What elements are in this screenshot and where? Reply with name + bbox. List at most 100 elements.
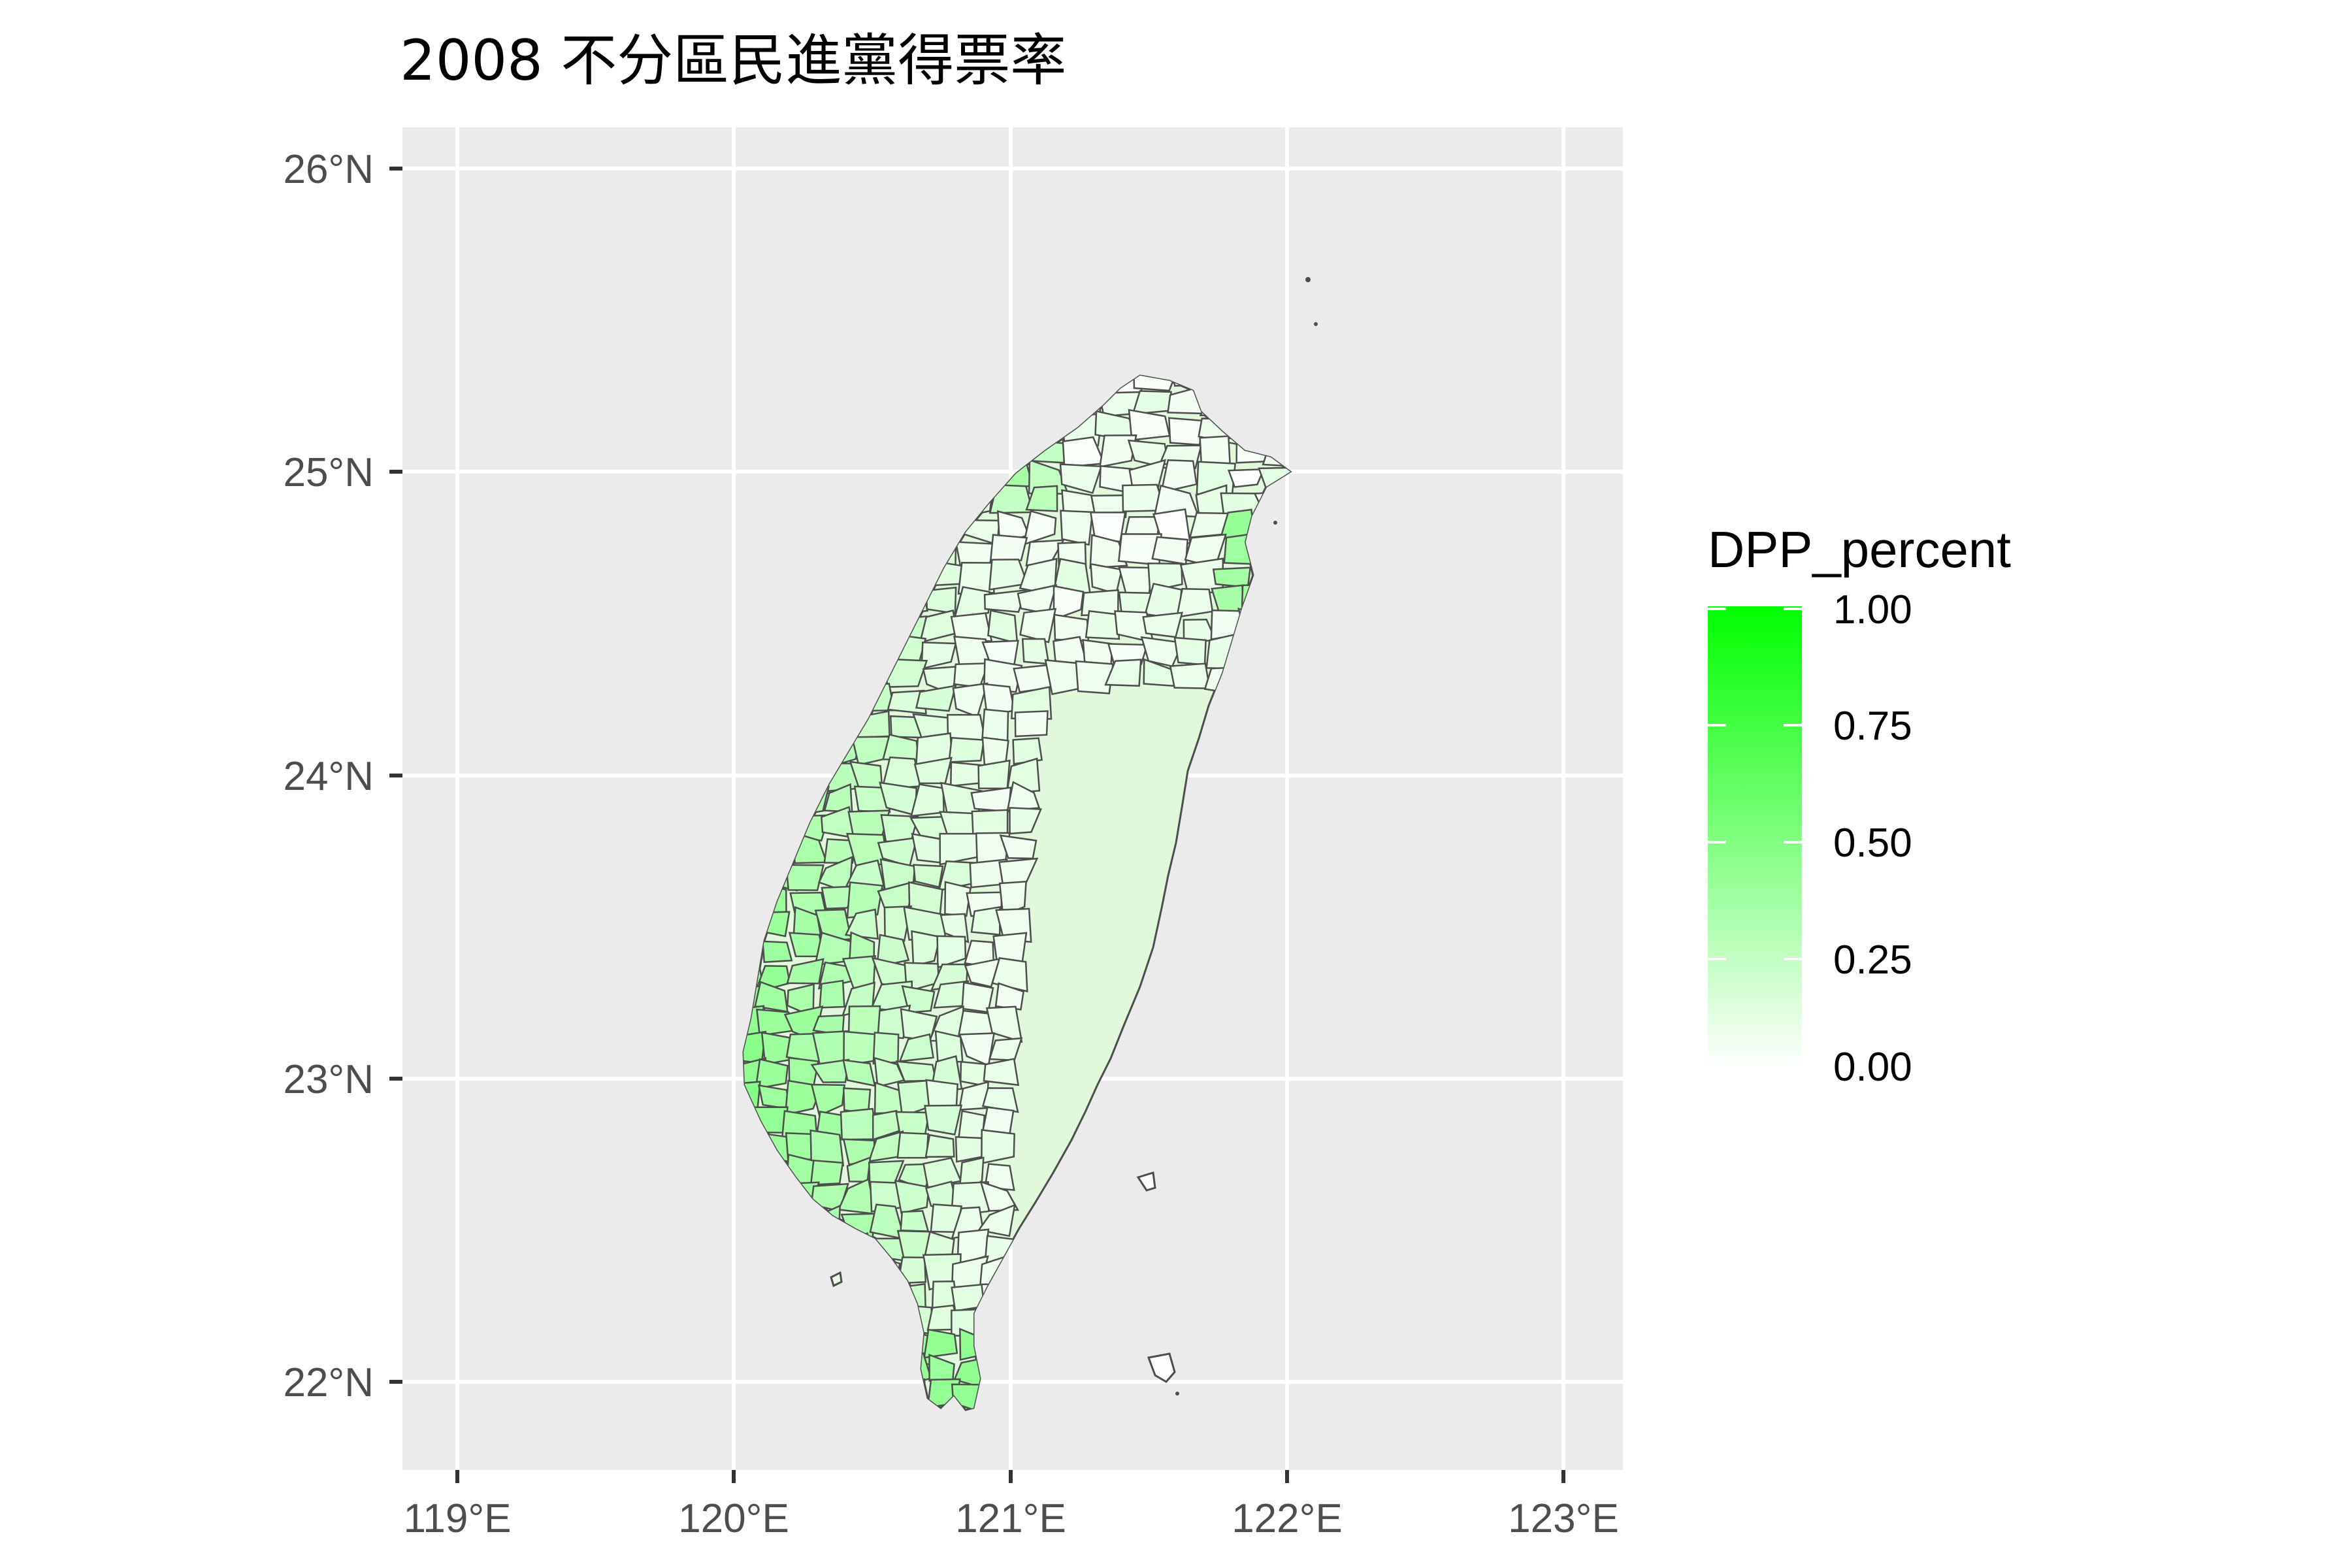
district-region <box>1014 710 1049 738</box>
island-pengjia <box>1305 277 1311 282</box>
district-region <box>1132 390 1172 416</box>
district-region <box>985 1005 1023 1043</box>
island-keelung <box>1273 521 1277 525</box>
district-region <box>1099 434 1137 468</box>
district-region <box>1151 536 1189 565</box>
district-region <box>785 864 825 891</box>
district-region <box>840 1107 878 1141</box>
y-tick-label-25: 25°N <box>283 450 374 495</box>
island-penghu <box>830 1271 843 1288</box>
y-tick-label-24: 24°N <box>283 754 374 799</box>
island-mianhua <box>1314 322 1318 326</box>
district-region <box>823 838 857 864</box>
district-region <box>977 759 1011 790</box>
district-region <box>911 930 941 967</box>
district-region <box>970 906 1001 936</box>
district-region <box>811 1030 849 1066</box>
district-region <box>1059 463 1103 495</box>
legend-label-075: 0.75 <box>1833 704 1912 749</box>
district-region <box>1012 737 1043 765</box>
district-region <box>1025 485 1058 512</box>
district-region <box>895 1060 938 1083</box>
district-region <box>1169 662 1211 689</box>
district-region <box>898 1033 934 1062</box>
legend-label-100: 1.00 <box>1833 587 1912 632</box>
district-region <box>979 1180 1020 1212</box>
x-tick-label-121: 121°E <box>955 1496 1066 1541</box>
legend-label-000: 0.00 <box>1833 1045 1912 1090</box>
district-region <box>1089 534 1128 569</box>
district-region <box>786 958 825 985</box>
district-region <box>964 957 1001 988</box>
x-tick-label-123: 123°E <box>1508 1496 1619 1541</box>
x-axis: 119°E 120°E 121°E 122°E 123°E <box>404 1470 1619 1541</box>
district-region <box>970 786 1012 813</box>
y-tick-label-22: 22°N <box>283 1360 374 1405</box>
district-region <box>1104 659 1142 687</box>
district-region <box>953 585 990 619</box>
district-region <box>983 589 1028 613</box>
district-region <box>844 908 879 940</box>
legend-label-050: 0.50 <box>1833 821 1912 866</box>
district-region <box>934 1030 964 1063</box>
island-small <box>1175 1392 1179 1396</box>
island-green-island <box>1136 1171 1156 1192</box>
district-region <box>896 1132 929 1159</box>
legend-colorbar <box>1708 606 1802 1069</box>
district-region <box>939 913 970 943</box>
district-region <box>924 1104 963 1135</box>
district-region <box>924 1134 955 1158</box>
district-region <box>994 982 1025 1011</box>
district-region <box>944 881 972 917</box>
district-region <box>998 881 1027 917</box>
district-region <box>809 1129 845 1167</box>
x-tick-label-120: 120°E <box>678 1496 789 1541</box>
district-region <box>1085 610 1120 640</box>
district-region <box>1142 612 1183 638</box>
map-title: 2008 不分區民進黨得票率 <box>400 28 1066 93</box>
district-region <box>1019 608 1057 644</box>
district-region <box>1075 660 1114 694</box>
district-region <box>1022 510 1057 546</box>
x-tick-label-119: 119°E <box>404 1496 512 1541</box>
district-region <box>1060 510 1094 546</box>
district-region <box>762 940 793 963</box>
district-region <box>875 934 910 968</box>
district-region <box>923 1328 958 1359</box>
district-region <box>950 761 983 787</box>
y-axis: 26°N 25°N 24°N 23°N 22°N <box>283 147 402 1405</box>
district-region <box>981 1087 1019 1113</box>
district-region <box>809 1159 844 1186</box>
legend-label-025: 0.25 <box>1833 938 1912 983</box>
district-region <box>958 1110 986 1141</box>
district-region <box>989 534 1028 563</box>
district-region <box>1006 781 1041 811</box>
district-region <box>755 1058 789 1090</box>
y-tick-label-23: 23°N <box>283 1057 374 1102</box>
district-region <box>1009 807 1043 835</box>
legend-title: DPP_percent <box>1708 521 2011 578</box>
district-region <box>810 1058 850 1083</box>
district-region <box>819 979 845 1009</box>
district-region <box>846 881 884 919</box>
district-region <box>894 1179 930 1215</box>
district-region <box>915 684 957 712</box>
district-region <box>983 658 1023 693</box>
legend: DPP_percent 1.00 0.75 0.50 0.25 0.00 <box>1708 521 2011 1090</box>
district-region <box>983 1058 1020 1086</box>
district-region <box>984 1163 1015 1191</box>
district-region <box>981 1129 1015 1165</box>
district-region <box>757 1084 791 1110</box>
district-region <box>991 956 1028 992</box>
district-region <box>1227 468 1266 488</box>
district-region <box>1053 613 1090 642</box>
x-tick-label-122: 122°E <box>1232 1496 1343 1541</box>
district-region <box>1173 636 1207 666</box>
district-region <box>957 561 995 595</box>
district-region <box>1133 376 1179 392</box>
district-region <box>900 1210 930 1232</box>
district-region <box>977 1203 1016 1237</box>
district-region <box>948 736 985 763</box>
island-orchid-island <box>1147 1352 1176 1383</box>
